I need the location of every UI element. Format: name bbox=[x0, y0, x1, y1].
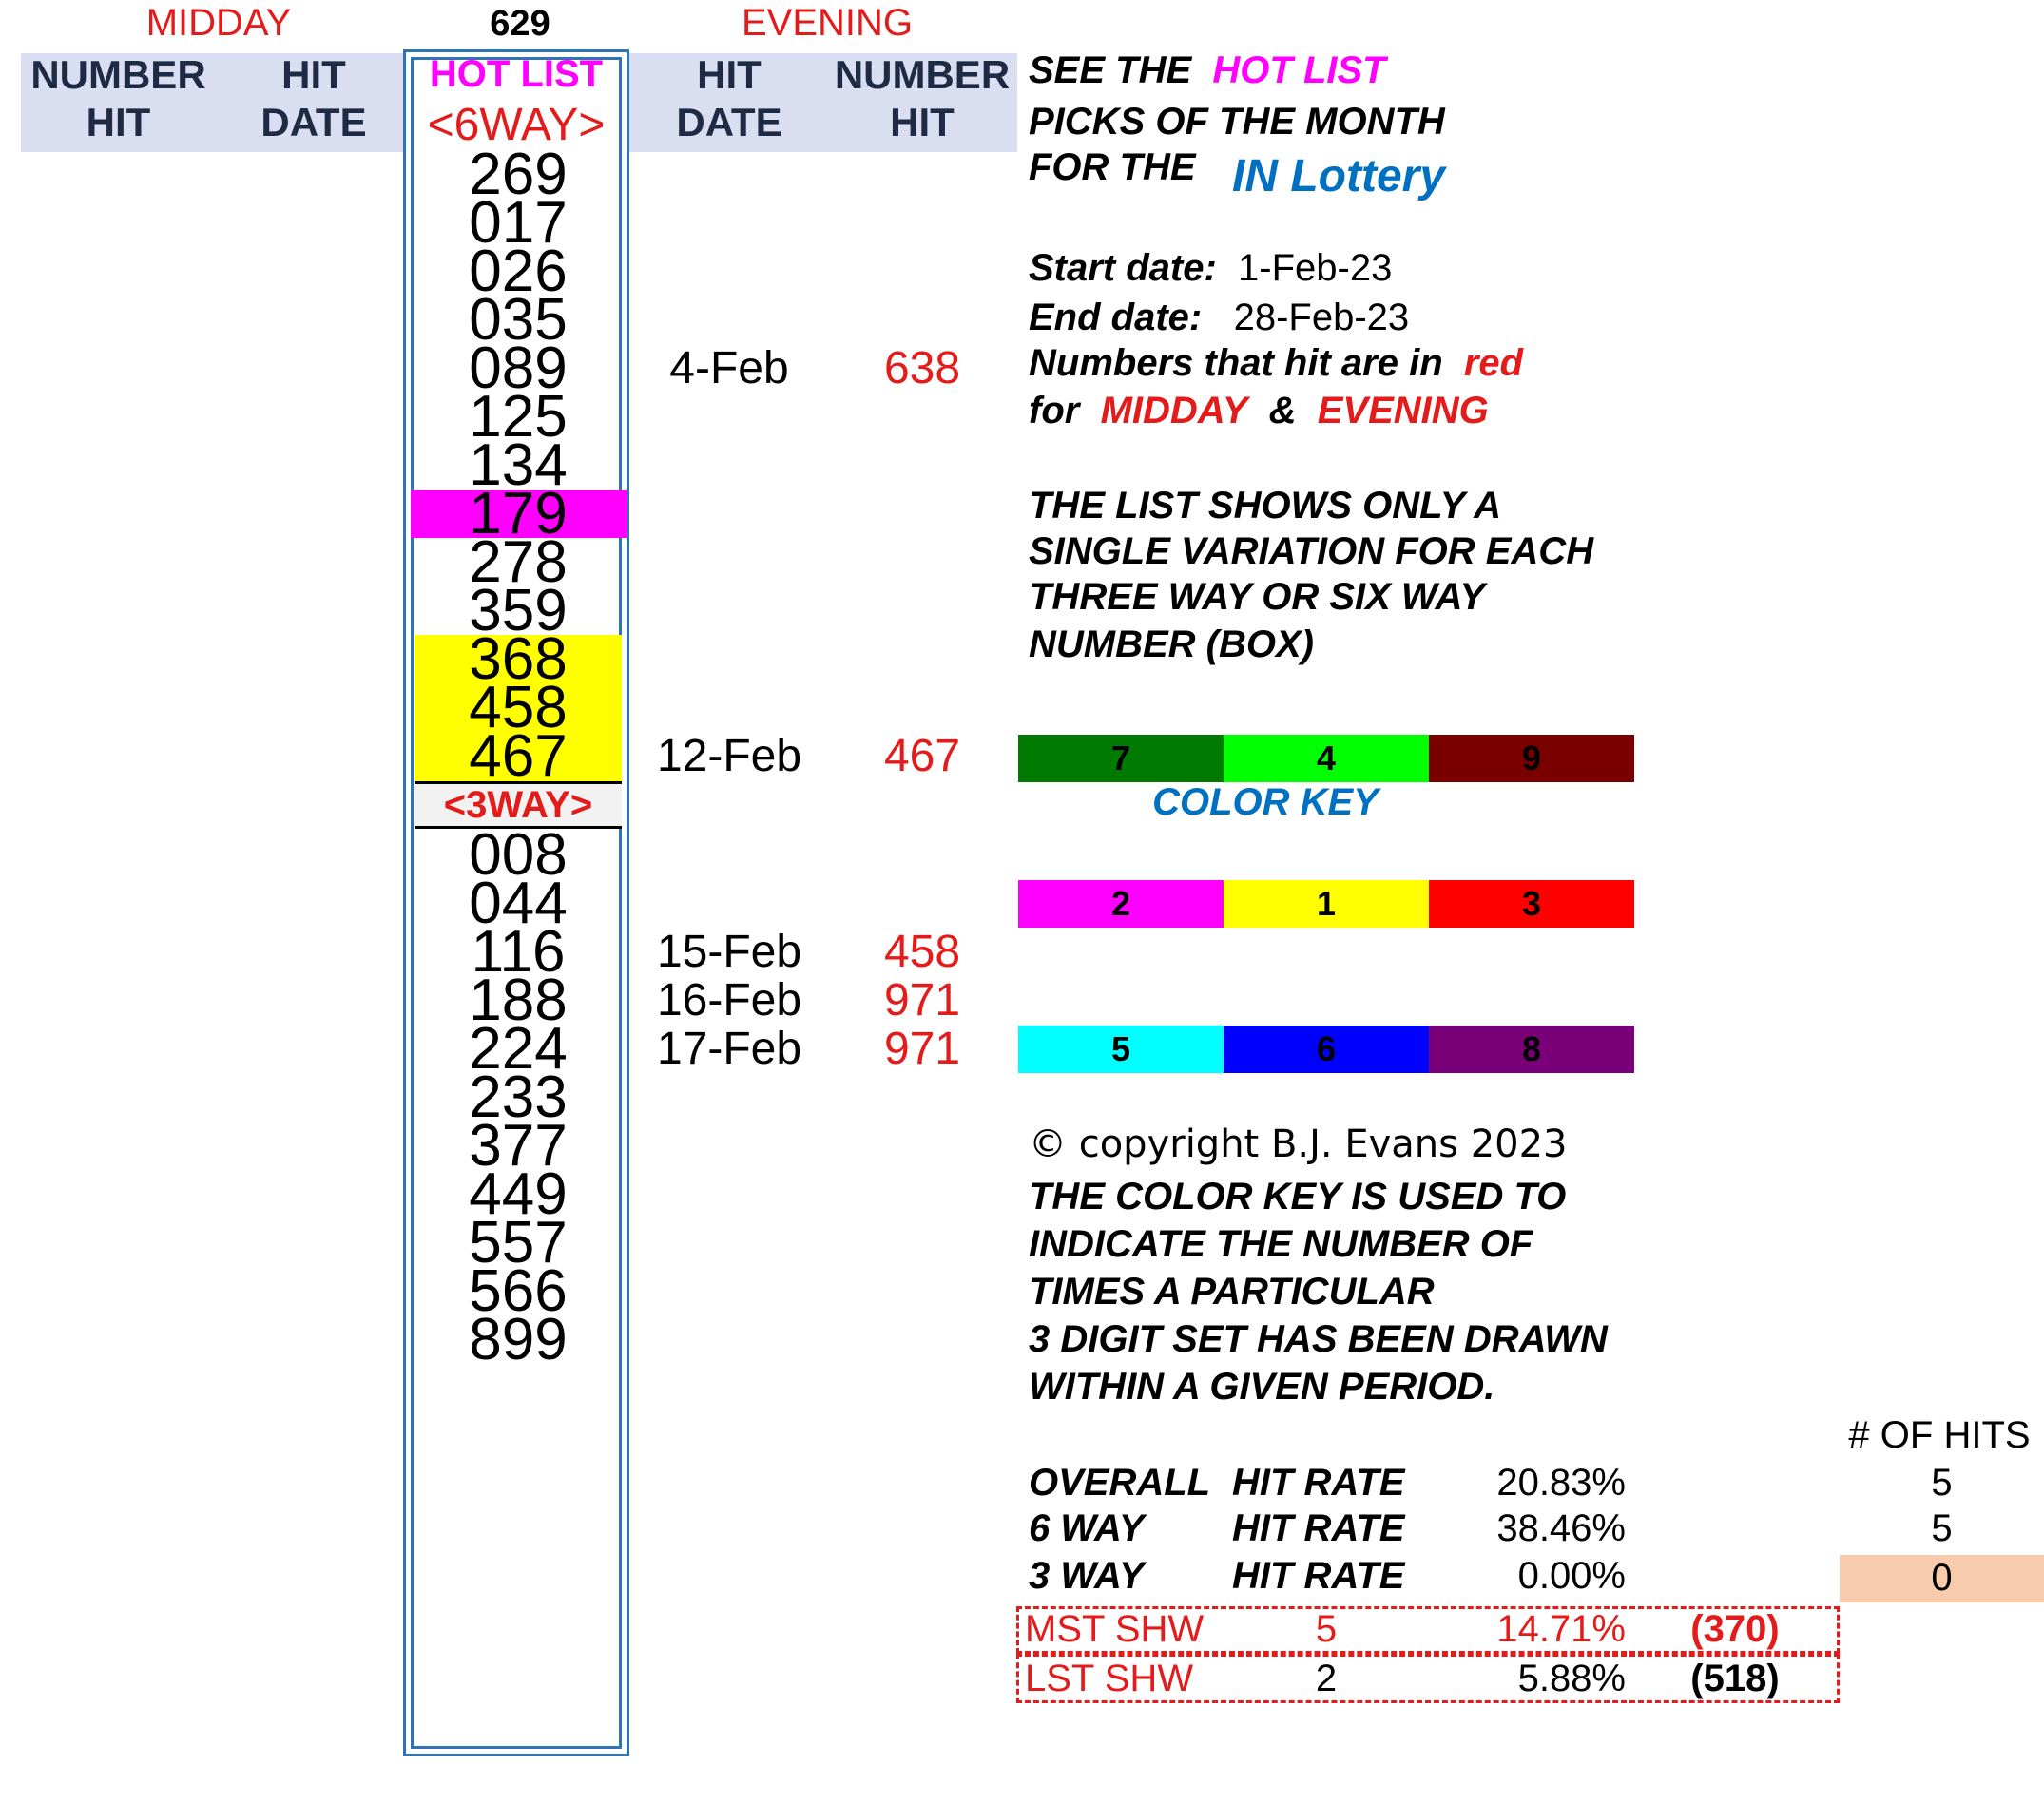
color-key-label: COLOR KEY bbox=[1152, 781, 1379, 823]
key-swatch: 3 bbox=[1429, 880, 1634, 928]
evening-hit-number: 971 bbox=[883, 975, 961, 1026]
key-note: THE COLOR KEY IS USED TO INDICATE THE NU… bbox=[1029, 1176, 1608, 1408]
lst-number: (518) bbox=[1690, 1658, 1780, 1699]
hot-list-frame-inner bbox=[411, 57, 622, 1749]
evening-hit-number: 638 bbox=[883, 343, 961, 393]
three-way-number: 188 bbox=[469, 968, 568, 1033]
key-swatch: 5 bbox=[1018, 1026, 1224, 1073]
start-date-line: Start date: 1-Feb-23 bbox=[1029, 247, 1393, 289]
key-swatch: 2 bbox=[1018, 880, 1224, 928]
three-way-number: 449 bbox=[469, 1161, 568, 1227]
evening-hit-date: 16-Feb bbox=[656, 975, 802, 1026]
key-swatch: 7 bbox=[1018, 735, 1224, 782]
six-way-number: 179 bbox=[469, 481, 568, 547]
stat-label: HIT RATE bbox=[1232, 1555, 1405, 1597]
mst-count: 5 bbox=[1315, 1608, 1338, 1650]
highlight-368-467 bbox=[415, 635, 622, 781]
six-way-number: 017 bbox=[469, 190, 568, 256]
lst-count: 2 bbox=[1315, 1658, 1338, 1699]
six-way-number: 359 bbox=[469, 578, 568, 643]
six-way-number: 134 bbox=[469, 432, 568, 498]
three-way-number: 557 bbox=[469, 1210, 568, 1276]
mst-number: (370) bbox=[1690, 1608, 1780, 1650]
lst-pct: 5.88% bbox=[1517, 1658, 1626, 1699]
six-way-number: 278 bbox=[469, 529, 568, 595]
three-way-label: <3WAY> bbox=[443, 784, 593, 826]
evening-hit-date: 17-Feb bbox=[656, 1024, 802, 1074]
stat-rate: 20.83% bbox=[1496, 1462, 1626, 1504]
for-midday-evening-line: for MIDDAY & EVENING bbox=[1029, 390, 1489, 432]
stat-label: HIT RATE bbox=[1232, 1462, 1405, 1504]
stat-rate: 38.46% bbox=[1496, 1507, 1626, 1549]
color-key-row: 5 6 8 bbox=[1018, 1026, 1634, 1073]
three-way-number: 233 bbox=[469, 1065, 568, 1130]
see-the-line: SEE THE HOT LIST bbox=[1029, 49, 1386, 91]
six-way-number: 125 bbox=[469, 384, 568, 450]
key-swatch: 6 bbox=[1224, 1026, 1429, 1073]
three-way-number: 224 bbox=[469, 1016, 568, 1082]
copyright: © copyright B.J. Evans 2023 bbox=[1029, 1122, 1568, 1166]
six-way-number: 269 bbox=[469, 142, 568, 207]
mst-box bbox=[1016, 1606, 1840, 1654]
for-the-line: FOR THE bbox=[1029, 146, 1196, 188]
three-way-number: 899 bbox=[469, 1307, 568, 1372]
six-way-number: 458 bbox=[469, 675, 568, 740]
mst-pct: 14.71% bbox=[1496, 1608, 1626, 1650]
right-hitdate-header: HIT DATE bbox=[676, 52, 782, 144]
evening-hit-number: 971 bbox=[883, 1024, 961, 1074]
three-way-number: 116 bbox=[471, 919, 566, 985]
three-way-number: 044 bbox=[469, 871, 568, 936]
six-way-number: 026 bbox=[469, 239, 568, 304]
evening-hit-number: 458 bbox=[883, 927, 961, 977]
stat-name: OVERALL bbox=[1029, 1462, 1211, 1504]
hits-zero-highlight bbox=[1840, 1555, 2044, 1602]
key-swatch: 8 bbox=[1429, 1026, 1634, 1073]
color-key-row: 7 4 9 bbox=[1018, 735, 1634, 782]
color-key-row: 2 1 3 bbox=[1018, 880, 1634, 928]
three-way-number: 008 bbox=[469, 822, 568, 888]
stat-hits: 5 bbox=[1931, 1507, 1953, 1549]
six-way-number: 035 bbox=[469, 287, 568, 353]
stat-hits: 0 bbox=[1931, 1557, 1953, 1599]
lst-box bbox=[1016, 1654, 1840, 1703]
list-note: THE LIST SHOWS ONLY A SINGLE VARIATION F… bbox=[1029, 485, 1594, 665]
right-number-header: NUMBER HIT bbox=[834, 52, 1011, 144]
six-way-number: 467 bbox=[469, 723, 568, 789]
six-way-label: <6WAY> bbox=[427, 100, 606, 150]
evening-hit-date: 4-Feb bbox=[669, 343, 789, 393]
stat-name: 6 WAY bbox=[1029, 1507, 1145, 1549]
left-number-header: NUMBER HIT bbox=[30, 52, 206, 144]
stat-label: HIT RATE bbox=[1232, 1507, 1405, 1549]
highlight-179 bbox=[411, 490, 627, 538]
key-swatch: 4 bbox=[1224, 735, 1429, 782]
three-way-band bbox=[415, 781, 622, 829]
stat-rate: 0.00% bbox=[1517, 1555, 1626, 1597]
evening-hit-date: 12-Feb bbox=[656, 731, 802, 781]
key-swatch: 1 bbox=[1224, 880, 1429, 928]
hot-list-title: HOT LIST bbox=[429, 53, 604, 95]
lst-label: LST SHW bbox=[1025, 1658, 1194, 1699]
three-way-number: 566 bbox=[469, 1258, 568, 1324]
numbers-hit-line: Numbers that hit are in red bbox=[1029, 342, 1524, 384]
evening-hit-number: 467 bbox=[883, 731, 961, 781]
three-way-number: 377 bbox=[469, 1113, 568, 1179]
midday-label: MIDDAY bbox=[145, 2, 292, 44]
end-date-line: End date: 28-Feb-23 bbox=[1029, 297, 1410, 338]
mst-label: MST SHW bbox=[1025, 1608, 1205, 1650]
evening-label: EVENING bbox=[741, 2, 914, 44]
lottery-name: IN Lottery bbox=[1232, 151, 1446, 201]
six-way-number: 368 bbox=[469, 626, 568, 692]
left-hitdate-header: HIT DATE bbox=[260, 52, 367, 144]
stat-name: 3 WAY bbox=[1029, 1555, 1145, 1597]
stat-hits: 5 bbox=[1931, 1462, 1953, 1504]
hits-header: # OF HITS bbox=[1848, 1414, 2031, 1456]
evening-hit-date: 15-Feb bbox=[656, 927, 802, 977]
six-way-number: 089 bbox=[469, 336, 568, 401]
key-swatch: 9 bbox=[1429, 735, 1634, 782]
hot-list-frame bbox=[403, 49, 629, 1756]
picks-line: PICKS OF THE MONTH bbox=[1029, 101, 1445, 143]
code-label: 629 bbox=[490, 4, 550, 44]
